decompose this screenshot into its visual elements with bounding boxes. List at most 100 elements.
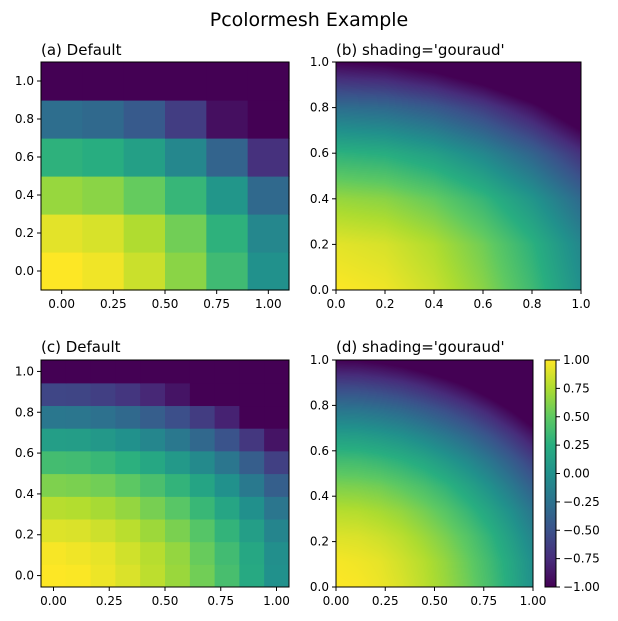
panel-c-cell <box>239 564 265 588</box>
panel-c-xtick-label: 0.00 <box>40 594 67 608</box>
panel-d: (d) shading='gouraud' 0.00 0.25 0.50 0.75 1.… <box>310 338 546 608</box>
panel-c-cell <box>264 473 290 497</box>
panel-c-cell <box>214 518 240 543</box>
panel-b: (b) shading='gouraud' 0.0 0.2 0.4 0.6 0.8 1.0… <box>310 41 591 311</box>
panel-c-cell <box>189 360 216 384</box>
panel-c-cell <box>115 473 141 497</box>
colorbar-tick-label: −0.75 <box>563 552 600 566</box>
colorbar-gradient <box>545 360 556 587</box>
panel-d-xtick-label: 1.00 <box>520 594 547 608</box>
panel-c-cell <box>214 541 240 565</box>
panel-b-xtick-label: 0.4 <box>424 297 443 311</box>
colorbar-tick-label: 1.00 <box>563 353 590 367</box>
panel-c-cell <box>90 428 116 452</box>
panel-a-xtick-label: 0.75 <box>203 297 230 311</box>
panel-c-cell <box>239 405 265 429</box>
panel-c-cell <box>264 405 290 429</box>
panel-c-cell <box>65 450 92 475</box>
panel-c-cell <box>239 450 265 475</box>
panel-c-cell <box>65 518 92 543</box>
panel-c-cell <box>189 428 216 452</box>
panel-c-cell <box>214 473 240 497</box>
panel-a-cell <box>41 62 83 101</box>
panel-c-xtick-label: 0.75 <box>207 594 234 608</box>
panel-c-cell <box>65 405 92 429</box>
panel-c-cell <box>115 450 141 475</box>
panel-c-cell <box>115 496 141 520</box>
panel-a-xtick-label: 0.00 <box>48 297 75 311</box>
panel-c-cell <box>140 473 166 497</box>
panel-d-xtick-label: 0.00 <box>323 594 350 608</box>
colorbar-tick-label: −0.50 <box>563 523 600 537</box>
panel-c-cell <box>115 541 141 565</box>
panel-a-cell <box>82 214 125 253</box>
panel-c-cell <box>264 518 290 543</box>
panel-a-ytick-label: 1.0 <box>15 74 34 88</box>
panel-c-cell <box>90 541 116 565</box>
panel-c-cell <box>90 405 116 429</box>
panel-c-cell <box>115 428 141 452</box>
colorbar-tick-label: 0.50 <box>563 410 590 424</box>
panel-c-cell <box>90 564 116 588</box>
panel-c-cell <box>189 541 216 565</box>
panel-a-cell <box>123 252 166 291</box>
panel-c-cell <box>115 518 141 543</box>
panel-a-cell <box>41 176 83 215</box>
panel-c-xtick-label: 0.25 <box>96 594 123 608</box>
panel-a-ytick-label: 0.4 <box>15 188 34 202</box>
panel-c-cell <box>239 473 265 497</box>
panel-a-cell <box>82 100 125 139</box>
panel-c-cell <box>165 518 191 543</box>
panel-c-cell <box>239 382 265 407</box>
panel-a-cell <box>165 100 207 139</box>
panel-c-cell <box>115 405 141 429</box>
panel-c-cell <box>65 564 92 588</box>
colorbar-tick-label: −1.00 <box>563 580 600 594</box>
panel-c-cell <box>140 564 166 588</box>
panel-c-cell <box>140 360 166 384</box>
panel-c-cell <box>140 496 166 520</box>
panel-a-cell <box>41 252 83 291</box>
panel-c-cell <box>239 428 265 452</box>
panel-a-ytick-label: 0.6 <box>15 150 34 164</box>
panel-d-xtick-label: 0.50 <box>421 594 448 608</box>
panel-c-cell <box>115 360 141 384</box>
panel-c-cell <box>189 473 216 497</box>
panel-c-cell <box>165 541 191 565</box>
panel-c-cell <box>90 382 116 407</box>
panel-c-cell <box>41 541 67 565</box>
panel-c-cell <box>140 518 166 543</box>
panel-c-ytick-label: 0.6 <box>15 446 34 460</box>
panel-c-cell <box>214 428 240 452</box>
panel-d-ytick-label: 1.0 <box>310 353 329 367</box>
panel-c-cell <box>189 382 216 407</box>
panel-a-cell <box>206 138 249 177</box>
panel-c-cell <box>264 564 290 588</box>
panel-a-cell <box>247 214 290 253</box>
panel-c-cell <box>239 360 265 384</box>
panel-c-cell <box>189 518 216 543</box>
panel-c-cell <box>41 496 67 520</box>
panel-c-cell <box>140 428 166 452</box>
panel-c-cell <box>90 496 116 520</box>
panel-a-cell <box>82 62 125 101</box>
panel-a-ytick-label: 0.8 <box>15 112 34 126</box>
panel-d-gouraud-surface <box>336 360 533 587</box>
panel-c-cell <box>264 541 290 565</box>
panel-c-cell <box>214 360 240 384</box>
panel-a-cell <box>247 138 290 177</box>
panel-b-ytick-label: 0.8 <box>310 101 329 115</box>
panel-c-cell <box>214 496 240 520</box>
panel-a-cell <box>247 176 290 215</box>
panel-a-cell <box>123 100 166 139</box>
panel-c-cell <box>115 564 141 588</box>
panel-c-cell <box>165 564 191 588</box>
panel-b-xtick-label: 1.0 <box>571 297 590 311</box>
panel-a-cell <box>247 62 290 101</box>
panel-a-cell <box>165 252 207 291</box>
colorbar: 1.00 0.75 0.50 0.25 0.00 −0.25 −0.50 −0.75 −1.00 <box>544 353 600 594</box>
panel-c-cell <box>140 450 166 475</box>
panel-c-cell <box>214 405 240 429</box>
panel-a-cell <box>82 252 125 291</box>
